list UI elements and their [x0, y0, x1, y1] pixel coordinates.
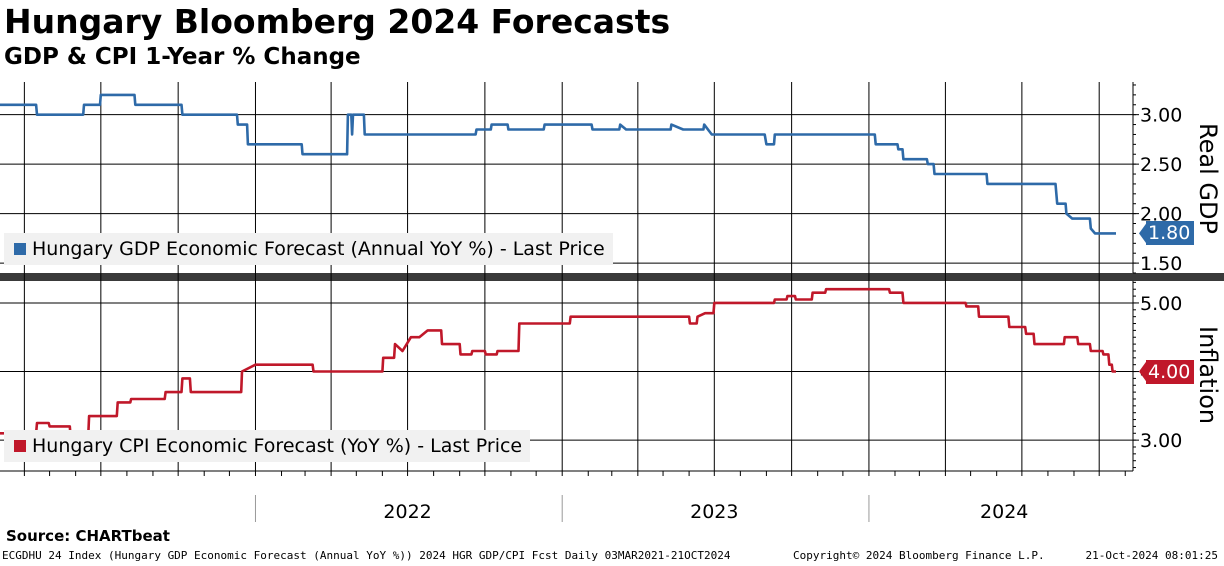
footer-index-info: ECGDHU 24 Index (Hungary GDP Economic Fo… [2, 549, 731, 562]
inflation-last-price-pointer [1139, 360, 1147, 383]
legend-gdp: Hungary GDP Economic Forecast (Annual Yo… [4, 233, 613, 265]
x-tick-label-2023: 2023 [690, 501, 738, 523]
legend-gdp-swatch [14, 243, 26, 255]
legend-cpi-swatch [14, 440, 26, 452]
legend-cpi: Hungary CPI Economic Forecast (YoY %) - … [4, 430, 531, 462]
last-price-badge-cpi: 4.00 [1146, 359, 1195, 384]
inflation-series-line [0, 287, 1116, 438]
gdp-y-tick-label-0: 1.50 [1140, 253, 1182, 275]
footer-timestamp: 21-Oct-2024 08:01:25 [1085, 549, 1218, 562]
last-price-badge-gdp: 1.80 [1146, 221, 1195, 246]
legend-cpi-label: Hungary CPI Economic Forecast (YoY %) - … [32, 435, 523, 457]
y-axis-title-gdp: Real GDP [1194, 123, 1222, 234]
inflation-y-tick-label-0: 3.00 [1140, 430, 1182, 452]
gdp-y-tick-label-3: 3.00 [1140, 105, 1182, 127]
gdp-y-tick-label-1: 2.00 [1140, 204, 1182, 226]
inflation-y-tick-label-2: 5.00 [1140, 293, 1182, 315]
chart-title: Hungary Bloomberg 2024 Forecasts [4, 2, 671, 41]
legend-gdp-label: Hungary GDP Economic Forecast (Annual Yo… [32, 238, 605, 260]
x-tick-label-2022: 2022 [383, 501, 431, 523]
gdp-series-line [0, 93, 1116, 235]
gdp-last-price-pointer [1139, 222, 1147, 245]
x-tick-label-2024: 2024 [980, 501, 1028, 523]
chart-subtitle: GDP & CPI 1-Year % Change [4, 44, 361, 70]
source-note: Source: CHARTbeat [6, 527, 170, 545]
footer-copyright: Copyright© 2024 Bloomberg Finance L.P. [793, 549, 1045, 562]
y-axis-title-inflation: Inflation [1194, 326, 1222, 425]
gdp-y-tick-label-2: 2.50 [1140, 154, 1182, 176]
panel-separator [0, 273, 1224, 281]
